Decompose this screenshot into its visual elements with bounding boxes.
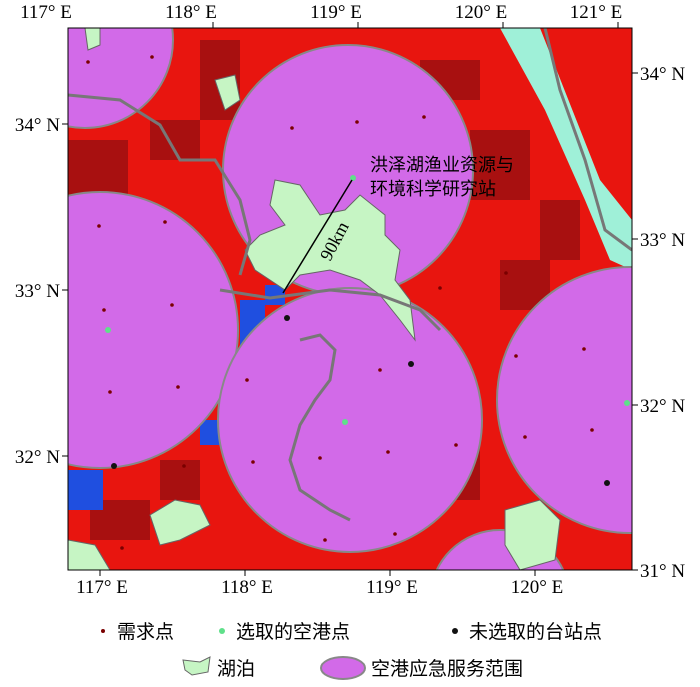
legend-demand-symbol bbox=[101, 629, 105, 633]
legend-lake-symbol bbox=[182, 656, 211, 676]
left-coordinate-label: 32° N bbox=[15, 447, 60, 468]
bottom-coordinate-label: 120° E bbox=[511, 577, 563, 598]
legend-station-symbol bbox=[452, 628, 458, 634]
top-coordinate-label: 117° E bbox=[20, 2, 72, 23]
legend-label: 空港应急服务范围 bbox=[371, 658, 523, 680]
legend-airport-symbol bbox=[219, 628, 225, 634]
left-coordinate-label: 34° N bbox=[15, 115, 60, 136]
boundaries bbox=[68, 93, 442, 522]
top-coordinate-label: 119° E bbox=[310, 2, 362, 23]
annotation-line: 洪泽湖渔业资源与 bbox=[370, 155, 514, 175]
legend-area-symbol bbox=[320, 656, 366, 680]
left-coordinate-label: 33° N bbox=[15, 281, 60, 302]
selected-airports bbox=[105, 175, 630, 425]
demand-points bbox=[86, 55, 594, 550]
lakes bbox=[68, 28, 561, 570]
coordinate-labels: 117° E 118° E 119° E 120° E 121° E 117° E 118°… bbox=[15, 2, 685, 598]
service-areas bbox=[68, 28, 632, 570]
right-coordinate-label: 34° N bbox=[640, 64, 685, 85]
right-coordinate-label: 33° N bbox=[640, 230, 685, 251]
legend-label: 需求点 bbox=[117, 621, 174, 643]
legend: 需求点 选取的空港点 未选取的台站点 湖泊 空港应急服务范围 bbox=[101, 621, 602, 680]
map-frame bbox=[67, 27, 633, 571]
legend-label: 未选取的台站点 bbox=[469, 621, 602, 643]
legend-label: 选取的空港点 bbox=[236, 621, 350, 643]
distance-line bbox=[282, 179, 353, 294]
bottom-coordinate-label: 118° E bbox=[221, 577, 273, 598]
coastline bbox=[543, 28, 632, 252]
annotation-line: 环境科学研究站 bbox=[370, 179, 496, 199]
unselected-stations bbox=[111, 315, 610, 486]
right-coordinate-label: 31° N bbox=[640, 561, 685, 582]
top-coordinate-label: 121° E bbox=[570, 2, 622, 23]
right-coordinate-label: 32° N bbox=[640, 396, 685, 417]
legend-label: 湖泊 bbox=[217, 658, 255, 680]
bottom-coordinate-label: 119° E bbox=[366, 577, 418, 598]
tick-marks bbox=[62, 22, 638, 576]
map-area: 90km 洪泽湖渔业资源与 环境科学研究站 bbox=[68, 28, 632, 570]
bottom-coordinate-label: 117° E bbox=[76, 577, 128, 598]
top-coordinate-label: 120° E bbox=[455, 2, 507, 23]
top-coordinate-label: 118° E bbox=[165, 2, 217, 23]
